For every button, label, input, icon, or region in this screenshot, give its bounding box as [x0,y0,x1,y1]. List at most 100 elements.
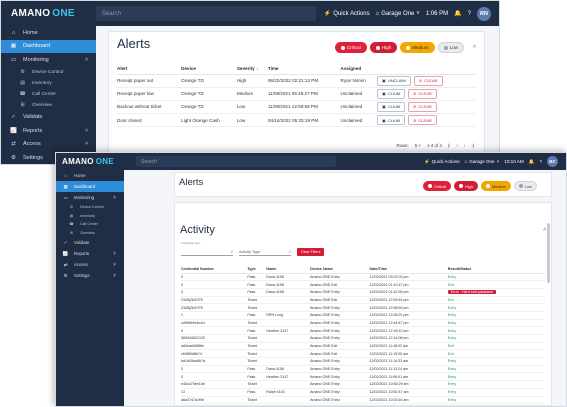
help-icon[interactable]: ? [467,10,471,17]
credential-type: Pass [247,288,267,297]
chevron-down-icon: ˅ [496,159,500,164]
search-input[interactable]: Search [96,6,316,21]
help-icon[interactable]: ? [539,159,542,164]
sidebar-item-access[interactable]: ⇄ Access ˅ [56,259,124,270]
sidebar-item-dashboard[interactable]: ▦ Dashboard [1,39,96,53]
sidebar-item-dashboard[interactable]: ▦ Dashboard [56,181,124,192]
claim-button[interactable]: ▣ CLAIM [377,88,406,99]
status-badge: Entry [447,367,457,372]
table-row: 23d5j2b47f75 Ticket Amano ONE Exit 12/02/20… [181,296,545,305]
next-page-icon[interactable]: › [463,143,466,148]
table-row: 083d3d522120 Ticket Amano ONE Entry 12/02/2… [181,334,545,343]
sidebar-item-validate[interactable]: ✓ Validate [1,111,96,125]
table-row: 0 Pass Dana 4158 Amano ONE Entry 12/02/2021 … [181,365,545,374]
avatar[interactable]: BC [547,156,558,167]
pill-label: High [465,183,474,189]
inventory-icon: ▤ [69,213,74,218]
chevron-up-icon[interactable]: ˄ [473,44,476,50]
sidebar-item-reports[interactable]: 📈 Reports ˅ [1,124,96,138]
pill-label: Low [449,45,458,50]
search-input[interactable]: Search [136,156,336,167]
sidebar-item-access[interactable]: ⇄ Access ˅ [1,138,96,152]
sidebar-item-label: Overview [32,102,52,108]
column-header: Severity ↓ [236,64,268,75]
sidebar-item-device-control[interactable]: ⚙ Device Control [56,203,124,212]
sidebar-item-call-center[interactable]: ☎ Call Center [1,89,96,100]
sidebar-item-settings[interactable]: ⚙ Settings ˅ [56,270,124,281]
holder-name: RRN Long [266,311,311,320]
column-header: Assigned [340,64,378,75]
logo-text-amano: AMANO [62,157,94,166]
credential-type: Pass [247,372,267,382]
filter-low-pill[interactable]: Low [513,181,537,191]
button-label: UNCLAIM [387,78,406,84]
search-placeholder: Search [141,158,157,165]
button-label: CLAIM [387,117,401,123]
alerts-table: Alert Device Severity ↓ Time Assigned Receip… [117,64,476,128]
device-name: Amano ONE Exit [310,296,370,305]
pill-label: Low [524,183,532,189]
clear-button[interactable]: ⊘ CLEAR [413,75,443,86]
page-range: 1-4 of 4 [426,143,442,148]
chevron-up-icon[interactable]: ˄ [543,227,546,233]
sidebar-item-call-center[interactable]: ☎ Call Center [56,220,124,229]
device-name: Amano ONE Entry [310,288,370,297]
sidebar-item-home[interactable]: ⌂ Home [1,26,96,40]
sidebar-item-monitoring[interactable]: ▭ Monitoring ˄ [56,192,124,203]
unclaim-button[interactable]: ▣ UNCLAIM [377,75,411,86]
claim-button[interactable]: ▣ CLAIM [377,115,406,126]
filter-critical-pill[interactable]: Critical [423,181,451,191]
scrollbar[interactable] [547,223,550,283]
avatar[interactable]: RN [477,6,491,21]
filter-critical-pill[interactable]: Critical [334,42,367,53]
phone-icon: ☎ [69,222,74,227]
first-page-icon[interactable]: |‹ [447,143,451,148]
credential-number: 23d5j2b47f75 [181,296,248,305]
sidebar-item-label: Reports [23,127,43,134]
credential-type-select[interactable]: Credential Type ˅ [181,241,233,256]
sidebar-item-monitoring[interactable]: ▭ Monitoring ˄ [1,53,96,67]
clear-filters-button[interactable]: Clear Filters [297,248,325,256]
holder-name [266,342,311,351]
credential-type: Ticket [247,296,267,305]
filter-medium-pill[interactable]: Medium [400,42,435,53]
activity-type-select[interactable]: Activity Type ˅ [239,245,291,256]
settings-icon: ⚙ [11,154,16,161]
filter-high-pill[interactable]: High [369,42,398,53]
sidebar-item-device-control[interactable]: ⚙ Device Control [1,67,96,78]
claim-button[interactable]: ▣ CLAIM [377,101,406,112]
quick-actions-button[interactable]: ⚡ Quick Actions [324,10,370,18]
filter-low-pill[interactable]: Low [437,42,464,53]
credential-number: 13 [181,388,248,397]
clear-button[interactable]: ⊘ CLEAR [408,101,437,112]
filter-high-pill[interactable]: High [454,181,479,191]
location-selector[interactable]: ⌂ Garage One ˅ [465,159,500,164]
amano-one-logo[interactable]: AMANO ONE [1,8,96,19]
notification-bell-icon[interactable]: 🔔 [454,11,462,17]
sidebar-item-validate[interactable]: ✓ Validate [56,237,124,248]
rows-per-page-select[interactable]: 5 ˅ [414,143,421,148]
sidebar-item-inventory[interactable]: ▤ Inventory [1,78,96,89]
sidebar-item-inventory[interactable]: ▤ Inventory [56,212,124,221]
filter-medium-pill[interactable]: Medium [481,181,511,191]
clear-button[interactable]: ⊘ CLEAR [408,88,437,99]
clear-button[interactable]: ⊘ CLEAR [408,115,437,126]
notification-bell-icon[interactable]: 🔔 [528,158,535,164]
dot-icon [518,184,523,188]
sidebar-item-reports[interactable]: 📈 Reports ˅ [56,248,124,259]
sidebar-item-home[interactable]: ⌂ Home [56,170,124,181]
sidebar-item-overview[interactable]: ⊞ Overview [1,100,96,111]
location-selector[interactable]: ⌂ Garage One ˅ [376,11,420,17]
amano-one-logo[interactable]: AMANO ONE [56,157,136,166]
quick-actions-button[interactable]: ⚡ Quick Actions [424,159,460,165]
sidebar-item-label: Validate [74,240,90,245]
logo-text-amano: AMANO [11,8,51,19]
result-status: Entry [447,311,545,320]
clear-icon: ⊘ [418,78,423,84]
sidebar-item-overview[interactable]: ⊞ Overview [56,229,124,238]
claim-icon: ▣ [382,78,386,84]
date-time: 12/02/2021 10:55:29 am [369,380,448,389]
last-page-icon[interactable]: ›| [471,143,474,148]
prev-page-icon[interactable]: ‹ [456,143,458,148]
credential-type: Pass [247,280,267,289]
